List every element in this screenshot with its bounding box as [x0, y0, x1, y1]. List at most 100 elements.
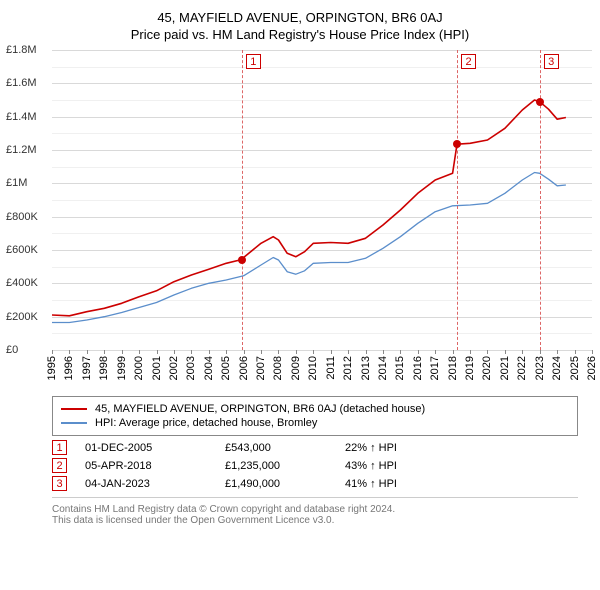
footer-line-1: Contains HM Land Registry data © Crown c… [52, 504, 578, 515]
x-tick-label: 2021 [499, 356, 511, 380]
x-tick-label: 2004 [203, 356, 215, 380]
x-tick-label: 2010 [307, 356, 319, 380]
legend-swatch [61, 422, 87, 424]
transaction-rule-number: 3 [544, 54, 559, 69]
x-tick-label: 1997 [81, 356, 93, 380]
x-tick-mark [453, 350, 454, 354]
x-tick-label: 2011 [325, 356, 337, 380]
series-property [52, 100, 566, 316]
x-tick-mark [278, 350, 279, 354]
y-tick-label: £1.2M [6, 144, 37, 156]
x-tick-mark [104, 350, 105, 354]
footer-line-2: This data is licensed under the Open Gov… [52, 515, 578, 526]
x-tick-label: 2024 [551, 356, 563, 380]
x-tick-label: 2023 [534, 356, 546, 380]
y-tick-label: £600K [6, 244, 38, 256]
x-tick-mark [139, 350, 140, 354]
x-tick-label: 2020 [481, 356, 493, 380]
transaction-diff: 22% ↑ HPI [345, 442, 435, 454]
x-tick-label: 1999 [116, 356, 128, 380]
x-tick-mark [435, 350, 436, 354]
x-tick-label: 2026 [586, 356, 598, 380]
x-tick-label: 2019 [464, 356, 476, 380]
x-tick-label: 2013 [360, 356, 372, 380]
x-tick-label: 2002 [168, 356, 180, 380]
legend-label: 45, MAYFIELD AVENUE, ORPINGTON, BR6 0AJ … [95, 403, 425, 415]
transaction-row: 3 04-JAN-2023£1,490,00041% ↑ HPI [52, 476, 578, 491]
chart-subtitle: Price paid vs. HM Land Registry's House … [6, 27, 594, 42]
x-tick-mark [366, 350, 367, 354]
x-tick-label: 1996 [63, 356, 75, 380]
x-tick-mark [87, 350, 88, 354]
x-tick-label: 2022 [516, 356, 528, 380]
x-tick-mark [522, 350, 523, 354]
x-tick-label: 2025 [569, 356, 581, 380]
x-tick-label: 2014 [377, 356, 389, 380]
legend-item: 45, MAYFIELD AVENUE, ORPINGTON, BR6 0AJ … [61, 403, 569, 415]
x-tick-mark [575, 350, 576, 354]
x-tick-mark [400, 350, 401, 354]
transaction-price: £1,490,000 [225, 478, 345, 490]
x-tick-label: 2012 [342, 356, 354, 380]
x-tick-mark [52, 350, 53, 354]
x-tick-label: 2018 [447, 356, 459, 380]
x-tick-mark [487, 350, 488, 354]
transaction-diff: 43% ↑ HPI [345, 460, 435, 472]
transaction-rule [242, 50, 243, 350]
x-tick-mark [592, 350, 593, 354]
legend-swatch [61, 408, 87, 410]
transaction-number: 3 [52, 476, 67, 491]
transaction-rule [457, 50, 458, 350]
y-tick-label: £1M [6, 177, 27, 189]
x-tick-mark [418, 350, 419, 354]
y-tick-label: £0 [6, 344, 18, 356]
transaction-date: 01-DEC-2005 [85, 442, 225, 454]
transaction-row: 205-APR-2018£1,235,00043% ↑ HPI [52, 458, 578, 473]
footer: Contains HM Land Registry data © Crown c… [52, 497, 578, 526]
transaction-marker [453, 140, 461, 148]
chart-title: 45, MAYFIELD AVENUE, ORPINGTON, BR6 0AJ [6, 10, 594, 25]
chart-series [52, 50, 592, 350]
transaction-row: 101-DEC-2005£543,00022% ↑ HPI [52, 440, 578, 455]
x-tick-label: 2007 [255, 356, 267, 380]
transaction-price: £1,235,000 [225, 460, 345, 472]
transactions-table: 101-DEC-2005£543,00022% ↑ HPI205-APR-201… [52, 440, 578, 491]
y-tick-label: £200K [6, 311, 38, 323]
transaction-rule-number: 1 [246, 54, 261, 69]
transaction-rule [540, 50, 541, 350]
x-tick-mark [191, 350, 192, 354]
x-tick-mark [470, 350, 471, 354]
x-tick-mark [157, 350, 158, 354]
x-tick-label: 2009 [290, 356, 302, 380]
transaction-diff: 41% ↑ HPI [345, 478, 435, 490]
x-tick-mark [557, 350, 558, 354]
x-tick-mark [383, 350, 384, 354]
y-tick-label: £1.4M [6, 111, 37, 123]
y-tick-label: £1.8M [6, 44, 37, 56]
x-tick-label: 2005 [220, 356, 232, 380]
x-tick-mark [69, 350, 70, 354]
x-tick-mark [209, 350, 210, 354]
x-tick-mark [313, 350, 314, 354]
x-tick-mark [296, 350, 297, 354]
x-tick-label: 2000 [133, 356, 145, 380]
x-tick-label: 2003 [185, 356, 197, 380]
legend-label: HPI: Average price, detached house, Brom… [95, 417, 317, 429]
chart-container: 45, MAYFIELD AVENUE, ORPINGTON, BR6 0AJ … [0, 0, 600, 534]
transaction-marker [238, 256, 246, 264]
x-tick-mark [540, 350, 541, 354]
x-tick-label: 1995 [46, 356, 58, 380]
x-tick-label: 2006 [238, 356, 250, 380]
chart-x-axis: 1995199619971998199920002001200220032004… [52, 350, 592, 390]
y-tick-label: £800K [6, 211, 38, 223]
x-tick-mark [226, 350, 227, 354]
transaction-date: 04-JAN-2023 [85, 478, 225, 490]
transaction-number: 2 [52, 458, 67, 473]
x-tick-label: 2017 [429, 356, 441, 380]
transaction-number: 1 [52, 440, 67, 455]
x-tick-label: 1998 [98, 356, 110, 380]
chart-plot: 123 [52, 50, 592, 350]
x-tick-label: 2016 [412, 356, 424, 380]
x-tick-mark [261, 350, 262, 354]
x-tick-mark [331, 350, 332, 354]
